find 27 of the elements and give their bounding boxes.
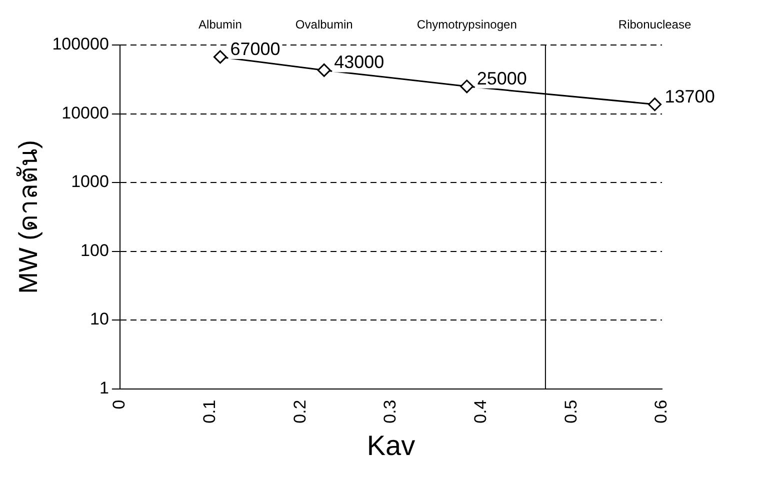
- x-tick-label: 0.4: [470, 400, 490, 424]
- y-tick-label: 10: [90, 310, 109, 329]
- point: [213, 50, 227, 64]
- x-tick-label: 0.3: [380, 400, 400, 424]
- text: Albumin: [198, 17, 242, 32]
- x-tick-label: 0.2: [290, 400, 310, 424]
- x-tick-label: 0.5: [561, 400, 580, 424]
- text: Ribonuclease: [618, 17, 692, 32]
- y-tick-label: 1000: [71, 172, 109, 192]
- y-axis-title: MW (ดาลตัน): [12, 140, 43, 294]
- data-label: 43000: [334, 52, 384, 72]
- point: [460, 80, 474, 94]
- x-tick-label: 0.6: [652, 400, 671, 424]
- point: [317, 63, 331, 77]
- x-tick-label: 0: [110, 400, 129, 410]
- point: [648, 98, 662, 112]
- y-tick-label: 10000: [62, 103, 109, 122]
- text: Chymotrypsinogen: [416, 17, 517, 32]
- y-tick-label: 1: [99, 378, 109, 398]
- text: Ovalbumin: [295, 17, 353, 32]
- data-label: 67000: [230, 38, 280, 59]
- y-tick-label: 100: [80, 240, 109, 260]
- x-axis-title: Kav: [366, 430, 416, 461]
- x-tick-label: 0.1: [200, 400, 219, 424]
- data-label: 25000: [476, 68, 527, 88]
- data-label: 13700: [664, 86, 715, 106]
- y-tick-label: 100000: [52, 34, 109, 54]
